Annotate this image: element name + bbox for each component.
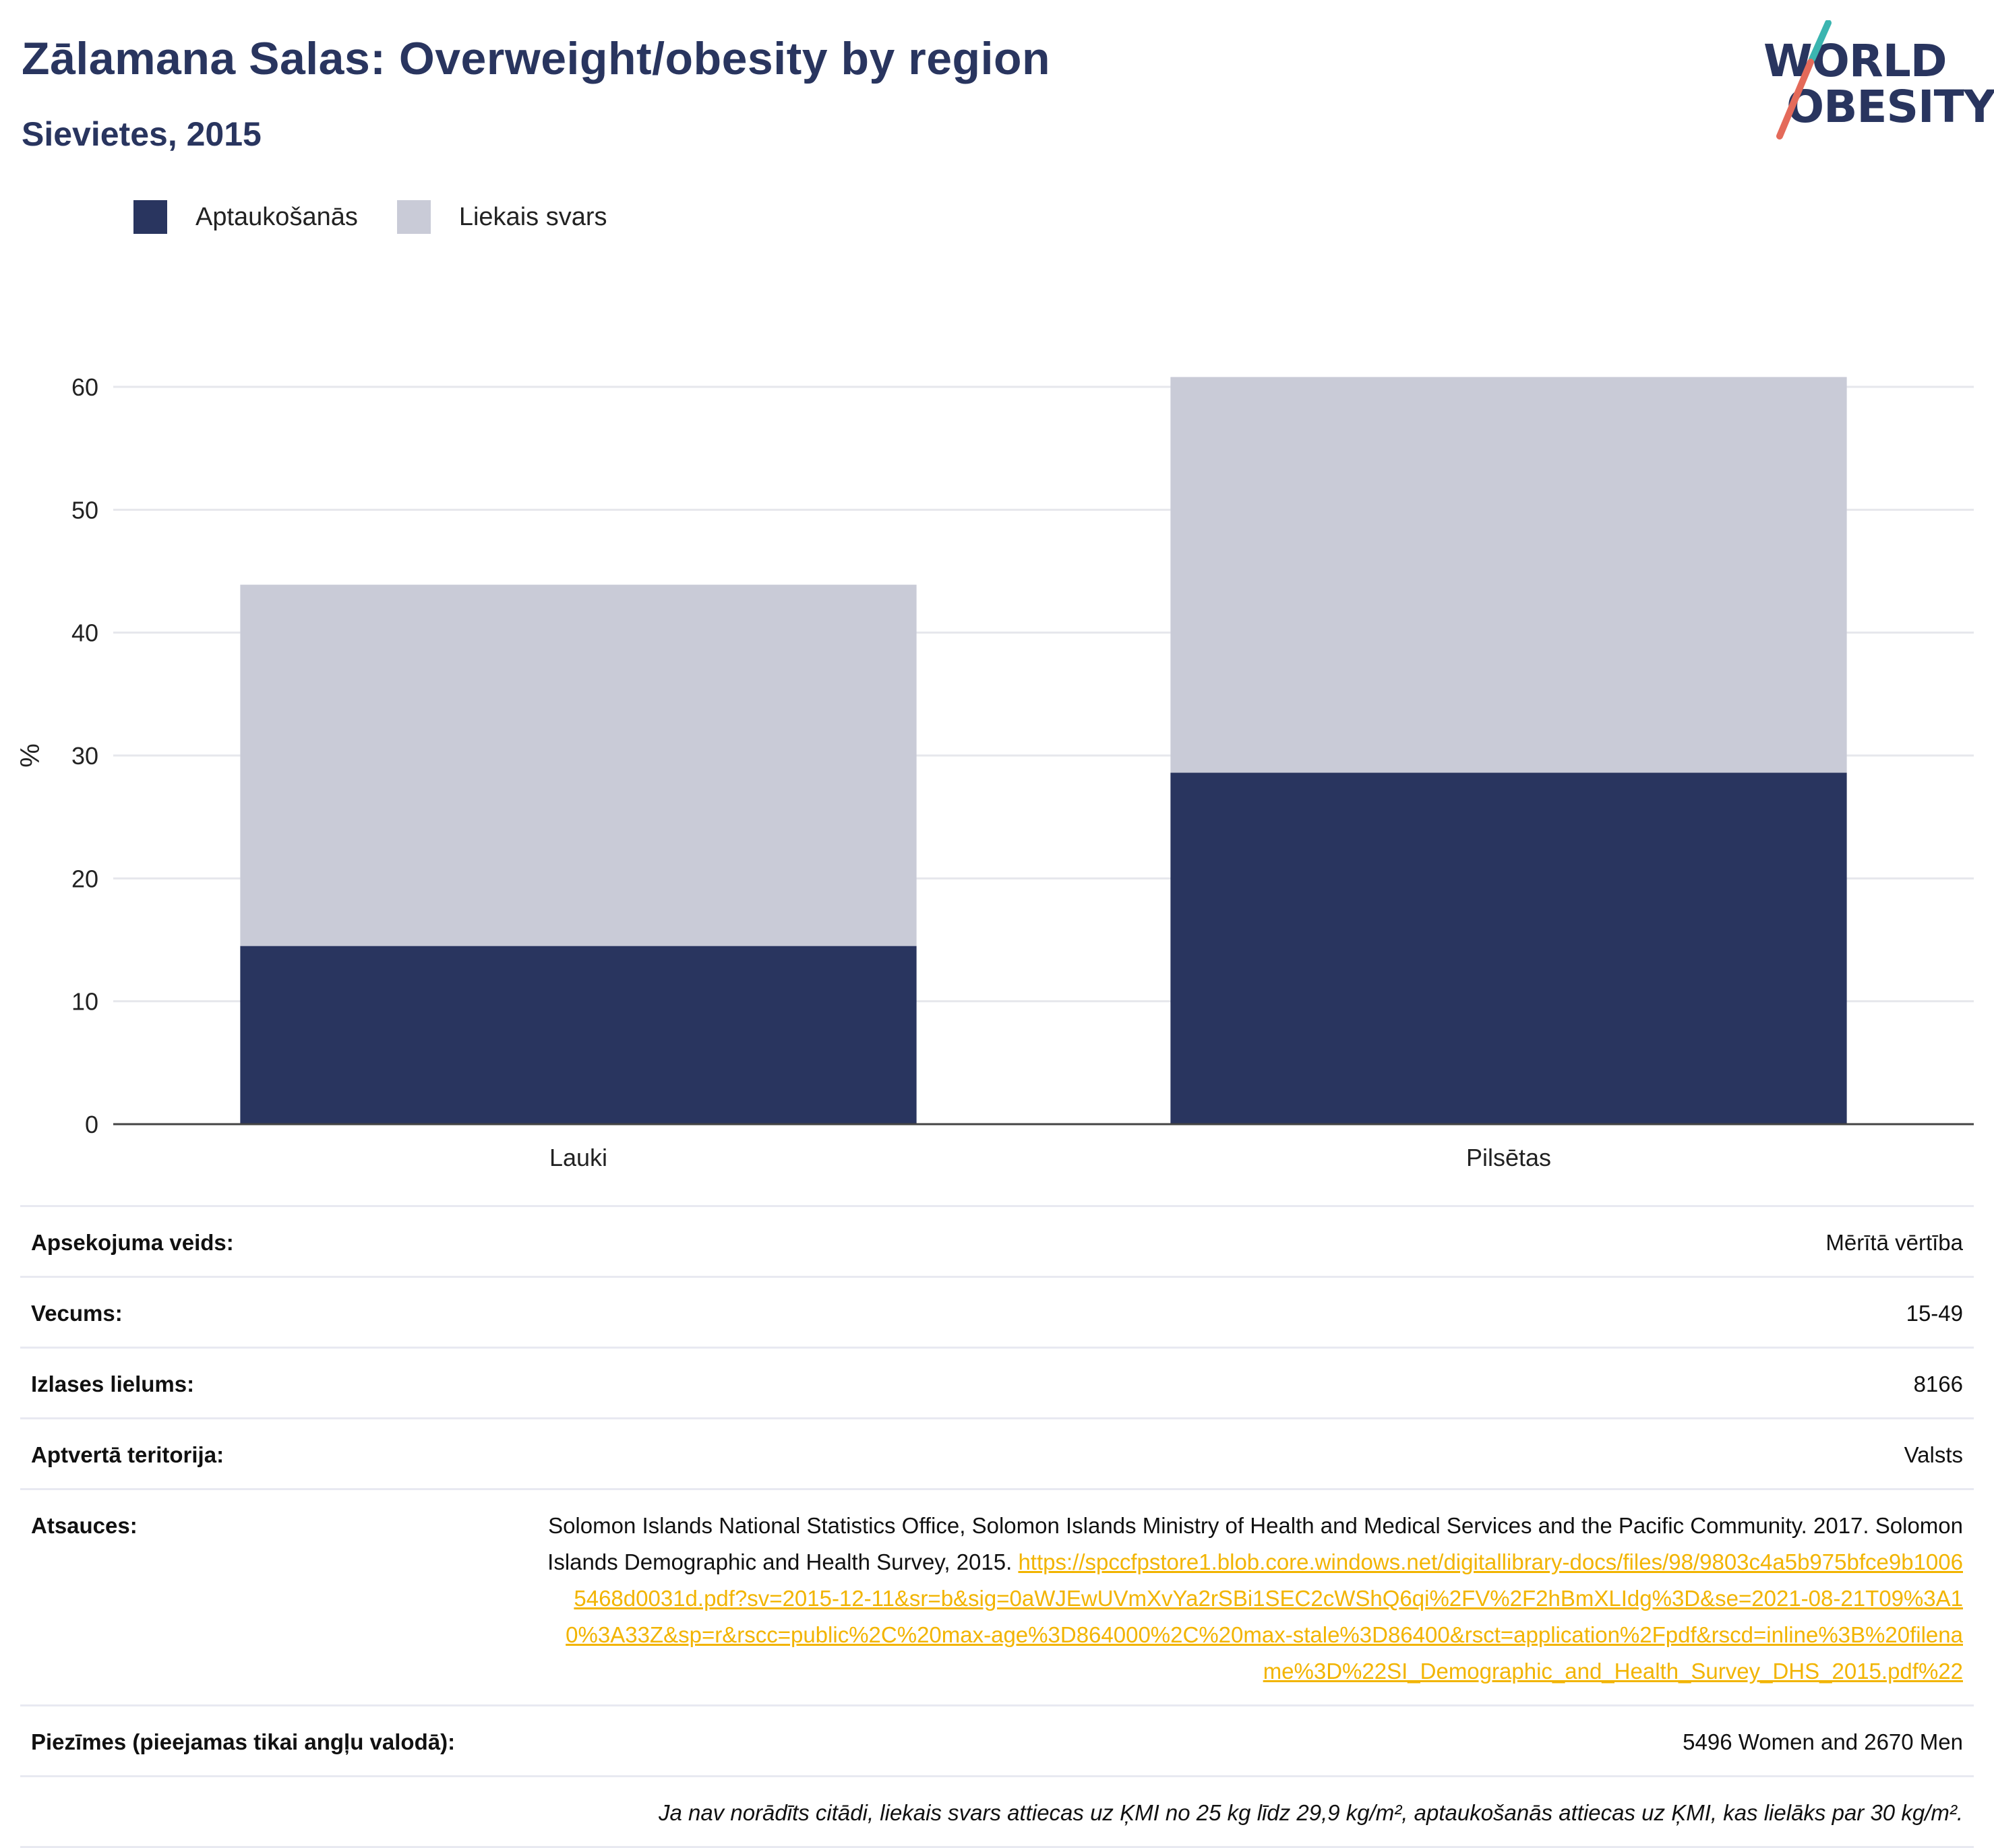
info-row-sample-size: Izlases lielums: 8166 bbox=[20, 1349, 1974, 1419]
y-tick-label: 0 bbox=[85, 1111, 98, 1138]
info-value: 8166 bbox=[1913, 1372, 1963, 1396]
legend-label-obesity: Aptaukošanās bbox=[195, 202, 358, 231]
footnote-text: Ja nav norādīts citādi, liekais svars at… bbox=[658, 1800, 1963, 1825]
x-tick-label: Lauki bbox=[549, 1144, 607, 1171]
info-row-coverage: Aptvertā teritorija: Valsts bbox=[20, 1419, 1974, 1490]
bar-obesity-0[interactable] bbox=[240, 946, 917, 1124]
x-tick-label: Pilsētas bbox=[1466, 1144, 1551, 1171]
y-tick-label: 40 bbox=[71, 619, 98, 647]
info-row-age: Vecums: 15-49 bbox=[20, 1278, 1974, 1349]
stacked-bar-chart: 0 10 20 30 40 50 60 Lauki Pilsētas % bbox=[16, 373, 1974, 1171]
legend-label-overweight: Liekais svars bbox=[458, 202, 607, 231]
info-value: Valsts bbox=[1904, 1442, 1963, 1467]
logo-line-1: WORLD bbox=[1763, 35, 1947, 87]
bar-overweight-1[interactable] bbox=[1170, 377, 1847, 773]
info-label: Aptvertā teritorija: bbox=[31, 1442, 224, 1467]
info-label: Atsauces: bbox=[31, 1513, 138, 1538]
x-axis-ticks: Lauki Pilsētas bbox=[549, 1144, 1551, 1171]
y-tick-label: 30 bbox=[71, 742, 98, 770]
y-tick-label: 20 bbox=[71, 865, 98, 892]
page-subtitle: Sievietes, 2015 bbox=[22, 115, 262, 153]
info-label: Vecums: bbox=[31, 1301, 123, 1326]
y-tick-label: 60 bbox=[71, 373, 98, 401]
info-value: 5496 Women and 2670 Men bbox=[1683, 1729, 1963, 1754]
info-label: Izlases lielums: bbox=[31, 1372, 195, 1396]
legend-swatch-obesity bbox=[133, 200, 167, 234]
y-axis-ticks: 0 10 20 30 40 50 60 bbox=[71, 373, 98, 1138]
y-axis-label: % bbox=[16, 743, 45, 768]
legend-item-overweight[interactable]: Liekais svars bbox=[396, 200, 607, 234]
page-title: Zālamana Salas: Overweight/obesity by re… bbox=[22, 33, 1051, 84]
chart-bars bbox=[240, 377, 1847, 1124]
bar-obesity-1[interactable] bbox=[1170, 772, 1847, 1124]
reference-text: Solomon Islands National Statistics Offi… bbox=[547, 1513, 1963, 1574]
info-label: Apsekojuma veids: bbox=[31, 1230, 234, 1255]
legend-swatch-overweight bbox=[396, 200, 431, 234]
info-row-footnote: Ja nav norādīts citādi, liekais svars at… bbox=[20, 1777, 1974, 1848]
info-value: Solomon Islands National Statistics Offi… bbox=[547, 1508, 1963, 1690]
logo-slash-icon bbox=[1776, 20, 1832, 140]
info-value: 15-49 bbox=[1906, 1301, 1963, 1326]
y-tick-label: 10 bbox=[71, 988, 98, 1016]
info-label: Piezīmes (pieejamas tikai angļu valodā): bbox=[31, 1729, 456, 1754]
info-row-references: Atsauces: Solomon Islands National Stati… bbox=[20, 1490, 1974, 1706]
reference-link[interactable]: https://spccfpstore1.blob.core.windows.n… bbox=[566, 1549, 1963, 1684]
bar-overweight-0[interactable] bbox=[240, 584, 917, 946]
chart-legend: Aptaukošanās Liekais svars bbox=[133, 199, 646, 235]
y-tick-label: 50 bbox=[71, 496, 98, 524]
info-value: Mērītā vērtība bbox=[1825, 1230, 1963, 1255]
info-row-survey-type: Apsekojuma veids: Mērītā vērtība bbox=[20, 1205, 1974, 1278]
survey-info-table: Apsekojuma veids: Mērītā vērtība Vecums:… bbox=[20, 1205, 1974, 1848]
info-row-notes: Piezīmes (pieejamas tikai angļu valodā):… bbox=[20, 1706, 1974, 1777]
world-obesity-logo: WORLD OBESITY bbox=[1753, 20, 1994, 142]
legend-item-obesity[interactable]: Aptaukošanās bbox=[133, 200, 358, 234]
logo-line-2: OBESITY bbox=[1786, 81, 1994, 133]
